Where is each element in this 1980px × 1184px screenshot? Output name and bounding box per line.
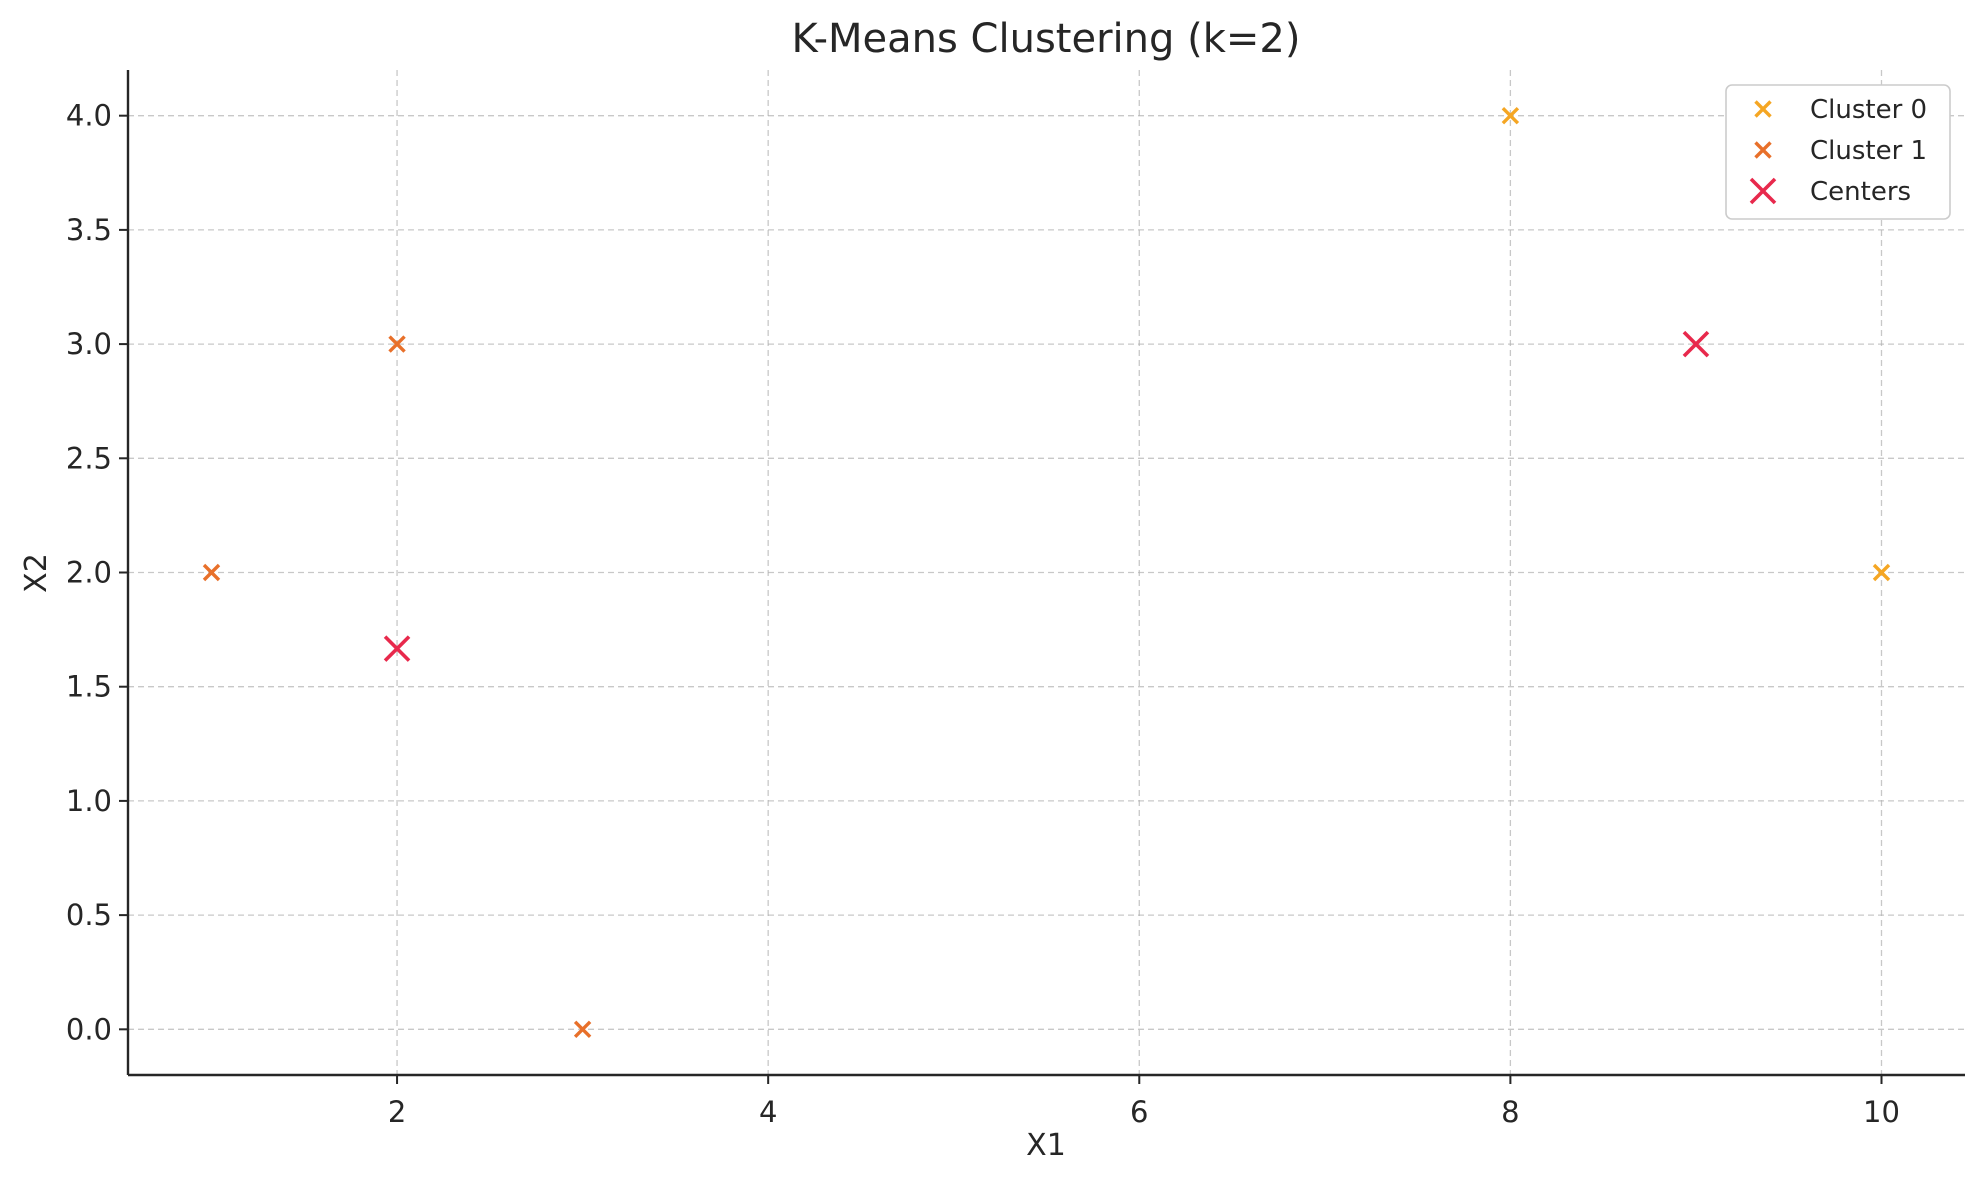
- legend-marker: [1754, 100, 1772, 118]
- centers-point: [1682, 330, 1710, 358]
- cluster-0-point: [1501, 106, 1520, 125]
- tick-marks-and-labels: 2 4 6 8 10 0.0 0.5 1.0 1.5 2.0 2.5 3.0 3.5 4.0: [66, 99, 1900, 1129]
- legend-marker: [1754, 141, 1772, 159]
- x-tick-label: 4: [759, 1095, 777, 1129]
- x-tick-label: 2: [388, 1095, 406, 1129]
- cluster-1-point: [573, 1020, 592, 1039]
- y-tick-label: 4.0: [66, 99, 112, 133]
- cluster-1-point: [388, 335, 406, 353]
- y-axis-label: X2: [19, 553, 54, 593]
- y-tick-label: 1.5: [66, 670, 112, 704]
- y-tick-label: 0.0: [66, 1012, 112, 1046]
- legend-marker: [1749, 177, 1777, 205]
- x-axis-label: X1: [1026, 1128, 1066, 1163]
- y-tick-label: 2.0: [66, 556, 112, 590]
- data-points: [202, 106, 1891, 1039]
- x-tick-label: 10: [1863, 1095, 1900, 1129]
- legend-label: Centers: [1810, 177, 1911, 207]
- legend-label: Cluster 1: [1810, 136, 1927, 166]
- y-tick-label: 3.0: [66, 327, 112, 361]
- cluster-1-point: [202, 563, 221, 582]
- legend-box: [1725, 84, 1951, 220]
- y-tick-label: 1.0: [66, 784, 112, 818]
- x-tick-label: 6: [1130, 1095, 1148, 1129]
- y-tick-label: 2.5: [66, 441, 112, 475]
- y-tick-label: 3.5: [66, 213, 112, 247]
- legend: Cluster 0 Cluster 1 Centers: [1725, 84, 1951, 220]
- x-tick-label: 8: [1501, 1095, 1519, 1129]
- y-tick-label: 0.5: [66, 898, 112, 932]
- cluster-0-point: [1872, 563, 1891, 582]
- legend-label: Cluster 0: [1810, 95, 1927, 125]
- chart-title: K-Means Clustering (k=2): [792, 16, 1301, 62]
- centers-point: [383, 635, 411, 662]
- grid-lines: [128, 70, 1965, 1075]
